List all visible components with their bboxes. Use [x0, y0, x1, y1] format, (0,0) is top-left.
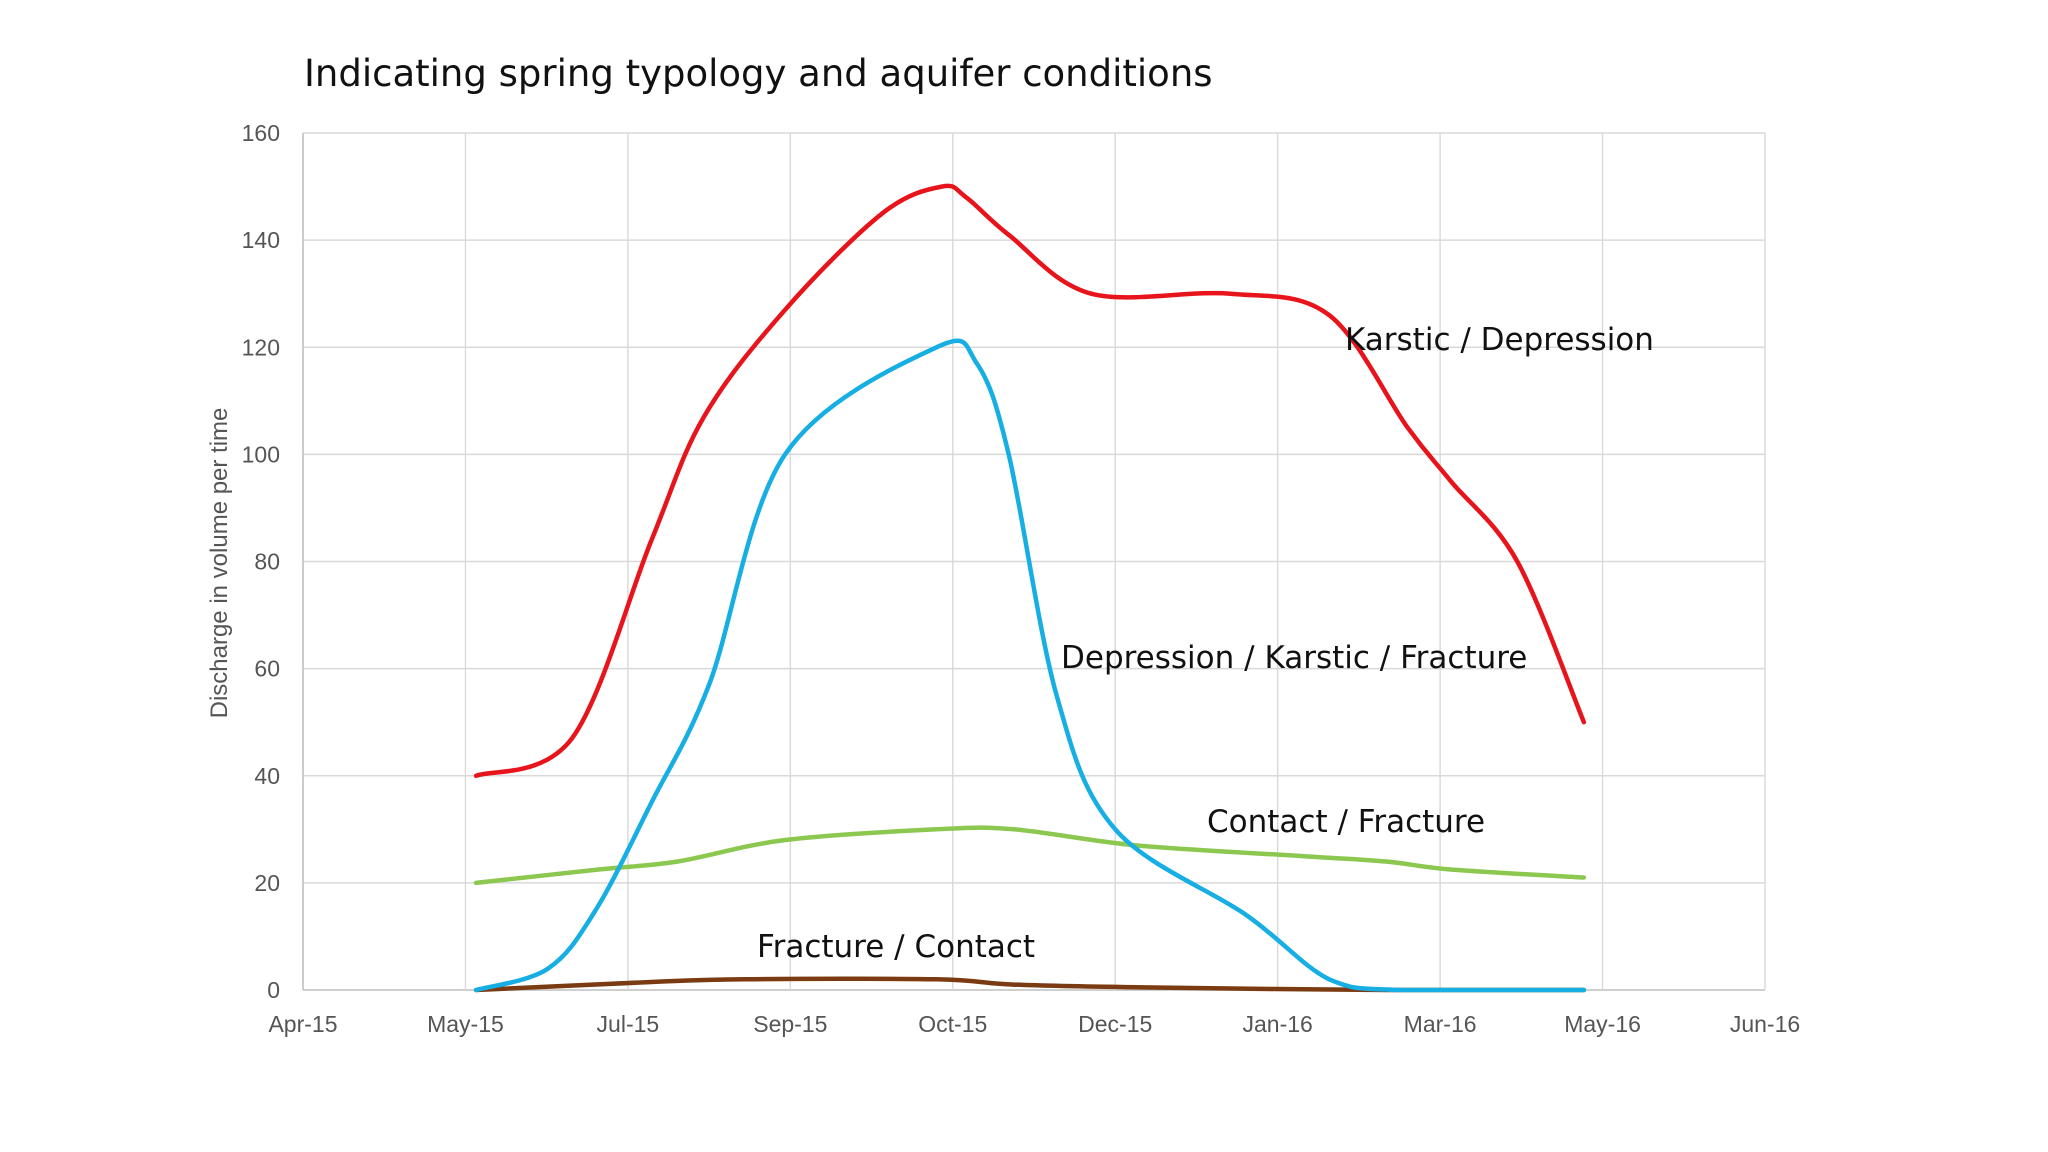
series-line [473, 825, 1587, 886]
y-tick-label: 160 [242, 120, 280, 146]
x-tick-label: Jun-16 [1730, 1011, 1800, 1037]
x-tick-label: Jul-15 [597, 1011, 660, 1037]
y-tick-label: 20 [254, 870, 280, 896]
y-tick-label: 100 [242, 441, 280, 467]
series-line [473, 338, 1587, 993]
series-lines [473, 183, 1587, 993]
y-tick-label: 40 [254, 763, 280, 789]
x-tick-label: Sep-15 [753, 1011, 827, 1037]
series-line [473, 183, 1587, 779]
x-tick-label: Jan-16 [1243, 1011, 1313, 1037]
y-tick-label: 60 [254, 656, 280, 682]
x-tick-label: Dec-15 [1078, 1011, 1152, 1037]
y-tick-label: 120 [242, 334, 280, 360]
y-tick-label: 140 [242, 227, 280, 253]
y-axis-title: Discharge in volume per time [206, 408, 233, 719]
series-labels: Karstic / Depression Depression / Karstic… [757, 322, 1654, 965]
x-tick-label: May-15 [427, 1011, 504, 1037]
y-tick-label: 0 [267, 977, 280, 1003]
x-axis-ticks: Apr-15 May-15 Jul-15 Sep-15 Oct-15 Dec-15 Jan-… [268, 1011, 1800, 1037]
y-tick-label: 80 [254, 549, 280, 575]
series-label: Karstic / Depression [1345, 322, 1654, 358]
x-tick-label: Oct-15 [918, 1011, 987, 1037]
y-axis-ticks: 0 20 40 60 80 100 120 140 160 [242, 120, 280, 1003]
series-label: Fracture / Contact [757, 929, 1035, 965]
chart-title: Indicating spring typology and aquifer c… [304, 52, 1213, 95]
series-label: Depression / Karstic / Fracture [1061, 640, 1527, 676]
gridlines [302, 132, 1766, 991]
x-tick-label: Apr-15 [268, 1011, 337, 1037]
x-tick-label: May-16 [1564, 1011, 1641, 1037]
x-tick-label: Mar-16 [1404, 1011, 1477, 1037]
series-label: Contact / Fracture [1207, 804, 1485, 840]
